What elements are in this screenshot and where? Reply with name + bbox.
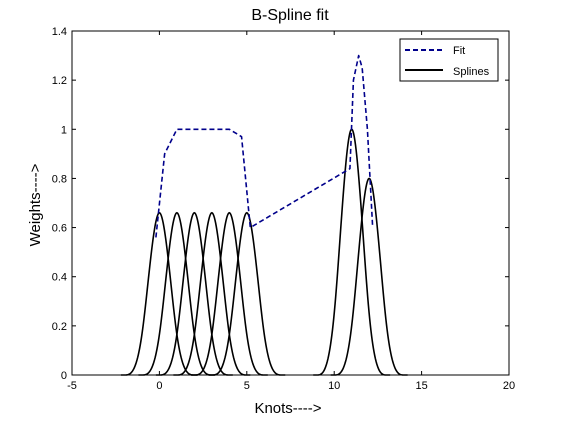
x-tick-label: 15 xyxy=(415,380,427,392)
spline-curve-7 xyxy=(313,128,391,376)
spline-curve-8 xyxy=(330,177,408,376)
x-tick-label: 5 xyxy=(244,380,250,392)
legend-splines-label: Splines xyxy=(453,66,490,78)
y-tick-label: 1 xyxy=(61,124,67,136)
x-axis-label: Knots----> xyxy=(254,400,321,417)
y-tick-label: 0.6 xyxy=(52,223,67,235)
x-tick-label: -5 xyxy=(67,380,77,392)
y-tick-label: 1.2 xyxy=(52,75,67,87)
chart-title: B-Spline fit xyxy=(251,7,329,24)
legend: Fit Splines xyxy=(399,38,499,82)
axes-frame xyxy=(71,30,510,376)
spline-curve-2 xyxy=(138,211,216,376)
spline-curve-1 xyxy=(120,211,198,376)
legend-fit-label: Fit xyxy=(453,45,465,57)
plot-area xyxy=(120,54,408,376)
y-tick-label: 0.4 xyxy=(52,272,67,284)
x-tick-label: 10 xyxy=(328,380,340,392)
y-tick-label: 0 xyxy=(61,370,67,382)
spline-curve-5 xyxy=(190,211,268,376)
y-tick-label: 1.4 xyxy=(52,26,67,38)
y-axis-label: Weights----> xyxy=(27,163,44,246)
x-tick-label: 0 xyxy=(156,380,162,392)
spline-curve-6 xyxy=(208,211,286,376)
y-tick-label: 0.8 xyxy=(52,173,67,185)
spline-curve-3 xyxy=(155,211,233,376)
y-tick-label: 0.2 xyxy=(52,321,67,333)
spline-curve-4 xyxy=(173,211,251,376)
fit-curve xyxy=(155,54,374,238)
legend-box xyxy=(399,38,499,82)
x-tick-label: 20 xyxy=(503,380,515,392)
